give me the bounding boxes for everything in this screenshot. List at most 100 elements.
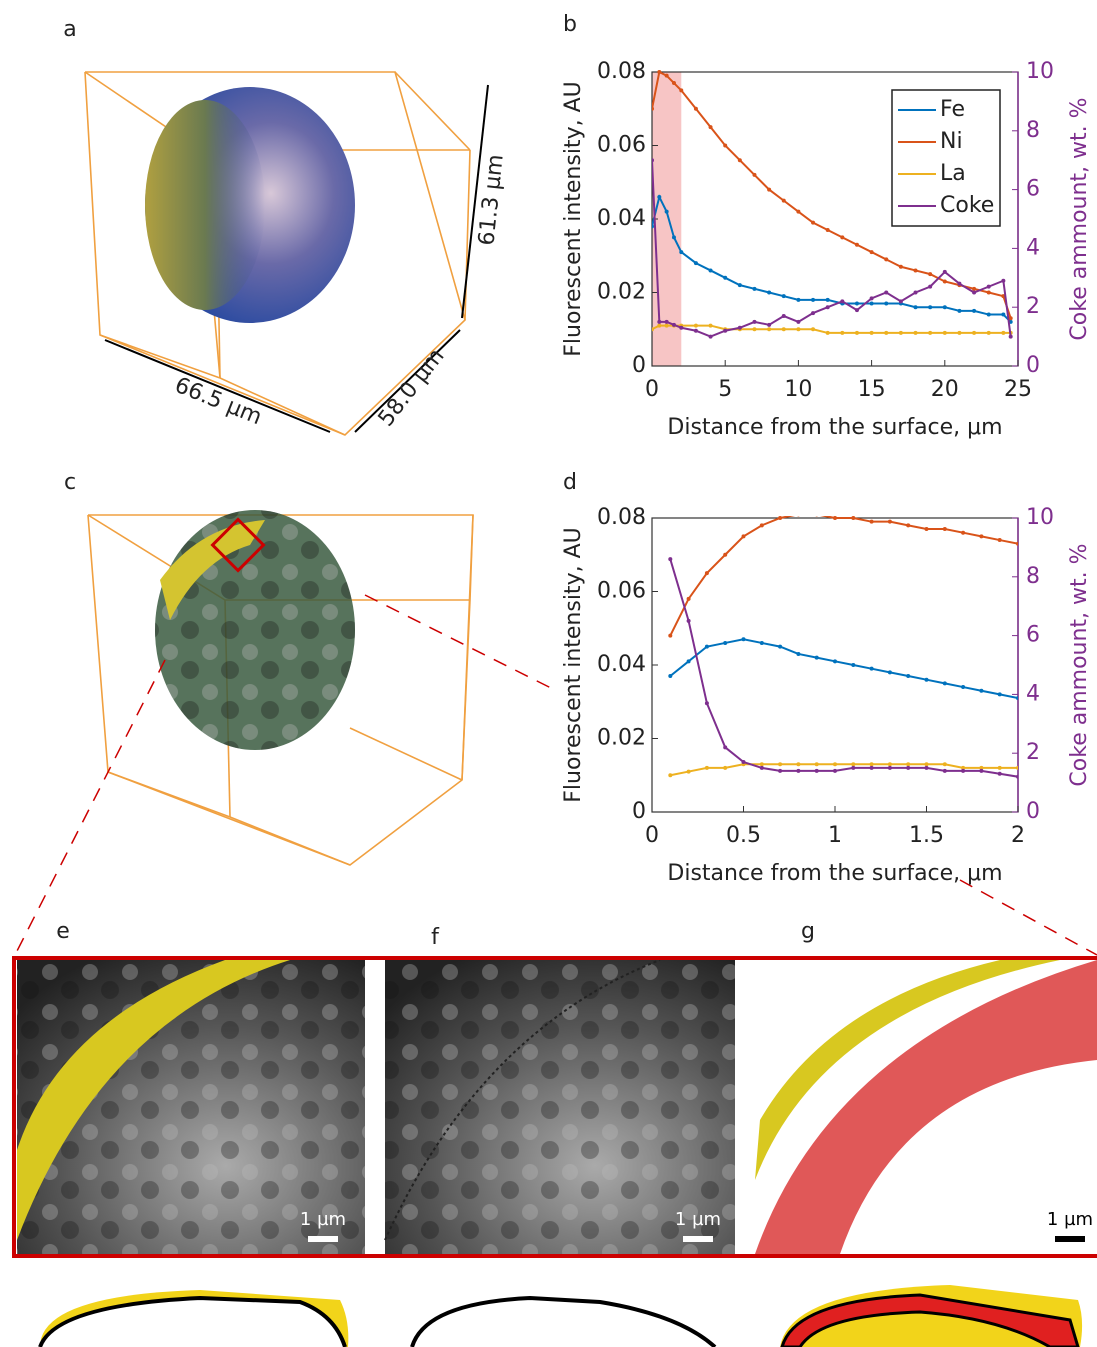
series-point bbox=[671, 322, 676, 327]
series-point bbox=[723, 275, 728, 280]
y-axis-label: Fluorescent intensity, AU bbox=[561, 81, 586, 356]
series-point bbox=[686, 596, 691, 601]
series-point bbox=[693, 106, 698, 111]
series-point bbox=[957, 281, 962, 286]
series-point bbox=[942, 279, 947, 284]
series-point bbox=[840, 235, 845, 240]
series-point bbox=[997, 765, 1002, 770]
series-point bbox=[869, 765, 874, 770]
series-point bbox=[693, 323, 698, 328]
y2-axis-label: Coke ammount, wt. % bbox=[1067, 97, 1092, 340]
series-point bbox=[781, 327, 786, 332]
series-point bbox=[1016, 541, 1018, 546]
x-tick-label: 5 bbox=[718, 377, 732, 402]
series-point bbox=[752, 319, 757, 324]
series-point bbox=[825, 297, 830, 302]
series-line bbox=[670, 763, 1018, 777]
series-point bbox=[986, 312, 991, 317]
series-point bbox=[851, 663, 856, 667]
y2-tick-label: 6 bbox=[1026, 623, 1040, 648]
series-point bbox=[778, 644, 783, 649]
x-axis-label: Distance from the surface, μm bbox=[667, 415, 1002, 440]
scale-label: 1 µm bbox=[1047, 1209, 1093, 1230]
schematic-e bbox=[38, 1295, 347, 1347]
y2-tick-label: 8 bbox=[1026, 118, 1040, 143]
series-point bbox=[906, 765, 911, 770]
series-point bbox=[652, 106, 654, 111]
series-point bbox=[668, 633, 673, 638]
series-point bbox=[898, 299, 903, 304]
series-line bbox=[669, 516, 1018, 637]
y-tick-label: 0.08 bbox=[597, 505, 646, 530]
series-point bbox=[869, 296, 874, 301]
series-point bbox=[723, 765, 728, 770]
series-point bbox=[657, 194, 662, 199]
series-point bbox=[979, 768, 984, 773]
series-point bbox=[942, 681, 947, 686]
legend-label: La bbox=[940, 161, 966, 186]
zoom-lines bbox=[14, 594, 1097, 956]
series-point bbox=[972, 286, 977, 291]
image-g-coke bbox=[755, 960, 1097, 1254]
series-point bbox=[767, 322, 772, 327]
series-point bbox=[869, 250, 874, 255]
series-point bbox=[928, 330, 933, 335]
schematic-f bbox=[410, 1295, 717, 1347]
series-point bbox=[723, 328, 728, 333]
series-point bbox=[840, 330, 845, 335]
series-point bbox=[942, 762, 947, 767]
legend-label: Fe bbox=[940, 97, 965, 122]
series-point bbox=[686, 769, 691, 774]
series-point bbox=[898, 264, 903, 269]
series-line bbox=[669, 638, 1018, 700]
series-point bbox=[668, 557, 673, 562]
inset-frame bbox=[12, 956, 1097, 1258]
series-point bbox=[686, 659, 691, 664]
series-point bbox=[815, 516, 818, 517]
series-point bbox=[671, 235, 676, 240]
x-axis-label: Distance from the surface, μm bbox=[667, 861, 1002, 886]
series-point bbox=[913, 305, 918, 310]
series-point bbox=[668, 773, 673, 778]
series-point bbox=[906, 674, 911, 679]
series-point bbox=[723, 745, 728, 750]
particle-c-texture bbox=[155, 510, 355, 750]
series-point bbox=[759, 762, 764, 767]
series-point bbox=[1001, 278, 1006, 283]
y-tick-label: 0.02 bbox=[597, 726, 646, 751]
series-point bbox=[759, 523, 764, 528]
series-point bbox=[1008, 334, 1013, 339]
series-point bbox=[942, 330, 947, 335]
series-point bbox=[884, 330, 889, 335]
series-point bbox=[778, 768, 783, 773]
series-point bbox=[928, 305, 933, 310]
panel-label: b bbox=[563, 12, 577, 37]
y2-tick-label: 2 bbox=[1026, 294, 1040, 319]
series-point bbox=[884, 301, 889, 306]
series-point bbox=[825, 228, 830, 233]
series-point bbox=[869, 301, 874, 306]
y2-tick-label: 10 bbox=[1026, 59, 1054, 84]
dimension-label: 58.0 µm bbox=[374, 344, 450, 431]
series-point bbox=[997, 538, 1002, 543]
series-point bbox=[723, 552, 728, 557]
series-point bbox=[679, 325, 684, 330]
series-point bbox=[979, 534, 984, 539]
y2-tick-label: 10 bbox=[1026, 505, 1054, 530]
x-tick-label: 25 bbox=[1004, 377, 1032, 402]
series-point bbox=[693, 328, 698, 333]
series-point bbox=[664, 73, 669, 78]
series-point bbox=[811, 220, 816, 225]
series-point bbox=[664, 209, 669, 214]
series-point bbox=[708, 323, 713, 328]
series-point bbox=[664, 323, 669, 328]
series-point bbox=[928, 272, 933, 277]
series-point bbox=[759, 765, 764, 770]
panel-label: e bbox=[56, 919, 70, 944]
series-point bbox=[906, 762, 911, 767]
legend-label: Ni bbox=[940, 129, 963, 154]
series-point bbox=[825, 330, 830, 335]
panel-label: c bbox=[64, 470, 76, 495]
series-point bbox=[833, 659, 837, 664]
series-point bbox=[972, 330, 977, 335]
